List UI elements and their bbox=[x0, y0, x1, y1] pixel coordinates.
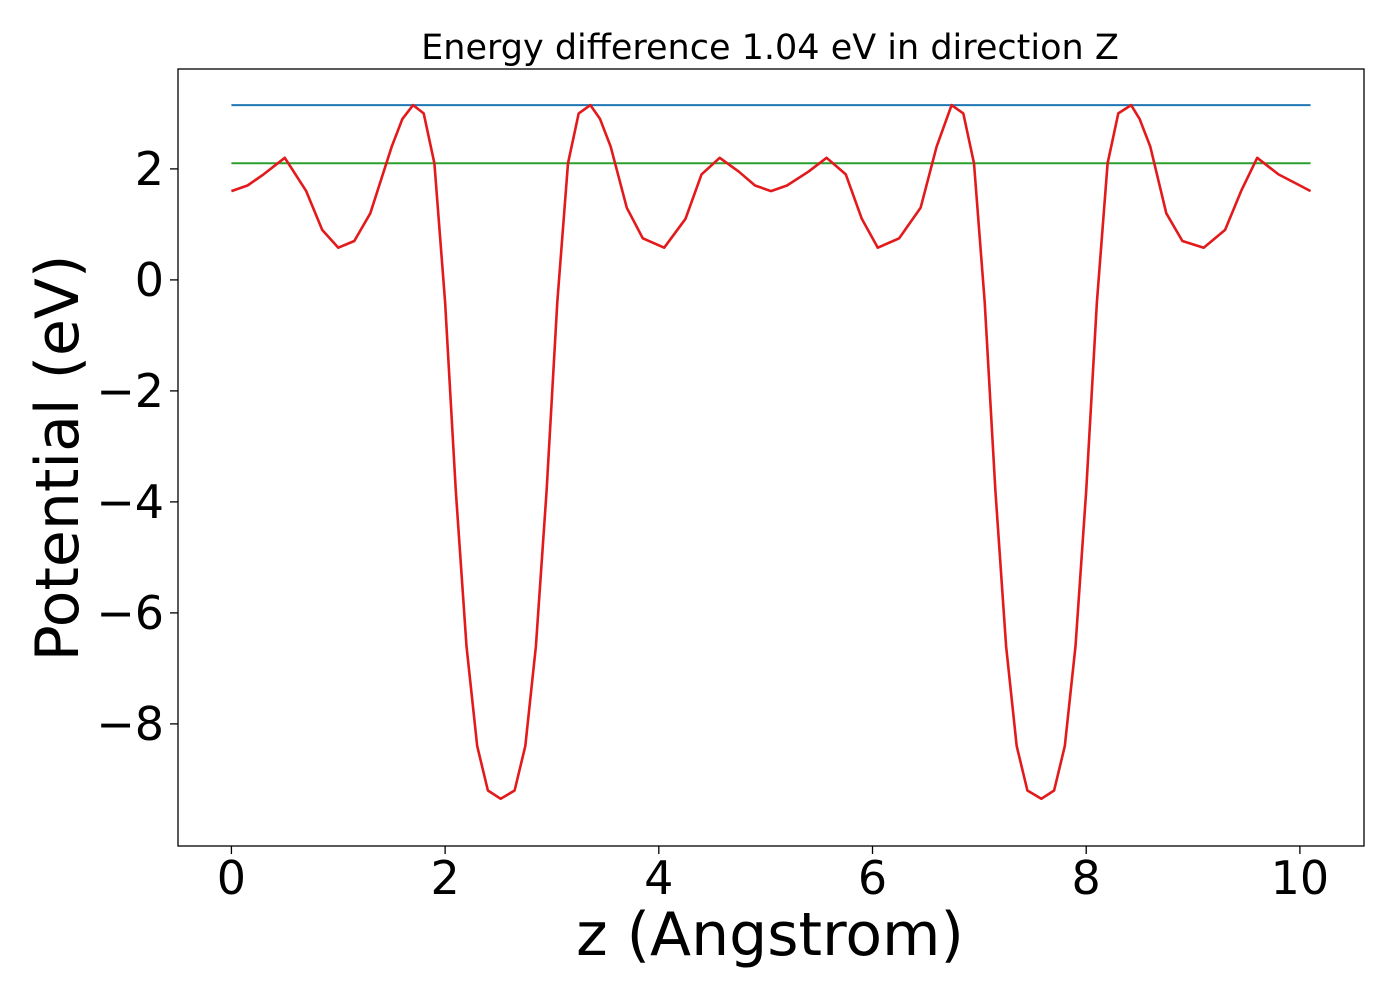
x-tick-label: 4 bbox=[644, 851, 673, 905]
y-axis-ticks: −8 −6 −4 −2 0 2 bbox=[96, 142, 178, 751]
y-tick-label: −6 bbox=[96, 586, 164, 640]
y-tick-label: −4 bbox=[96, 475, 164, 529]
x-tick-label: 8 bbox=[1072, 851, 1101, 905]
x-tick-label: 0 bbox=[217, 851, 246, 905]
plot-area-frame bbox=[177, 68, 1365, 847]
series-layer bbox=[230, 103, 1312, 801]
x-tick-label: 2 bbox=[430, 851, 459, 905]
y-tick-label: −8 bbox=[96, 697, 164, 751]
series-line-2 bbox=[230, 103, 1312, 801]
y-tick-label: 0 bbox=[135, 253, 164, 307]
y-tick-label: −2 bbox=[96, 364, 164, 418]
y-axis-label: Potential (eV) bbox=[23, 255, 93, 662]
x-tick-label: 6 bbox=[858, 851, 887, 905]
x-axis-label: z (Angstrom) bbox=[576, 900, 964, 970]
x-tick-label: 10 bbox=[1271, 851, 1330, 905]
chart-title: Energy difference 1.04 eV in direction Z bbox=[421, 28, 1119, 68]
x-axis-ticks: 0 2 4 6 8 10 bbox=[217, 846, 1329, 905]
y-tick-label: 2 bbox=[135, 142, 164, 196]
